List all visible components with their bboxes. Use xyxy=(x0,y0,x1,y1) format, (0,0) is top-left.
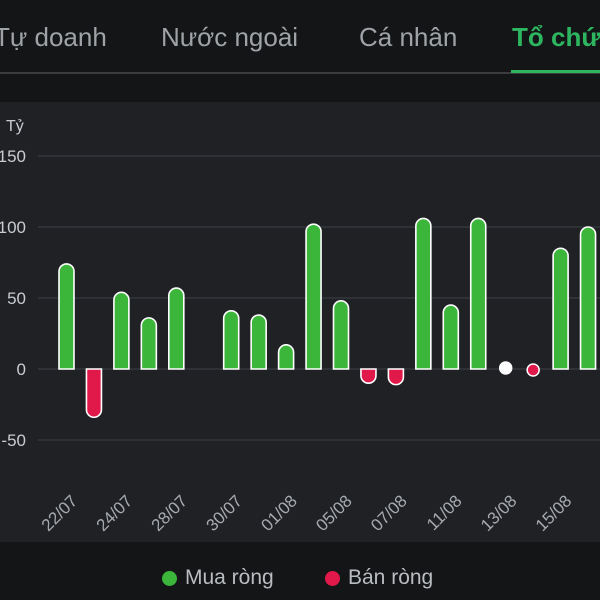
x-tick-label: 30/07 xyxy=(203,491,247,535)
x-tick-label: 07/08 xyxy=(367,491,411,535)
tab-ca-nhan[interactable]: Cá nhân xyxy=(359,22,458,52)
sell-dot-icon xyxy=(325,570,340,586)
buy-bar[interactable] xyxy=(113,291,130,370)
sell-bar[interactable] xyxy=(360,368,377,384)
buy-bar[interactable] xyxy=(332,300,350,370)
legend-label-sell: Bán ròng xyxy=(348,566,434,589)
legend-label-buy: Mua ròng xyxy=(185,566,274,589)
buy-bar[interactable] xyxy=(552,247,569,370)
x-tick-label: 13/08 xyxy=(477,491,521,535)
y-tick-label: -50 xyxy=(1,431,26,450)
x-tick-label: 01/08 xyxy=(257,491,301,535)
tab-bar: Tự doanh Nước ngoài Cá nhân Tổ chức xyxy=(0,0,600,75)
buy-bar[interactable] xyxy=(415,217,432,370)
x-tick-label: 15/08 xyxy=(532,491,576,535)
sell-bar[interactable] xyxy=(526,363,540,377)
chart-legend: Mua ròng Bán ròng xyxy=(0,566,600,596)
y-axis-unit: Tỷ xyxy=(6,118,24,135)
x-tick-label: 22/07 xyxy=(38,491,82,535)
sell-bar[interactable] xyxy=(387,368,405,386)
buy-bar[interactable] xyxy=(498,361,513,375)
y-tick-label: 150 xyxy=(0,147,26,166)
x-tick-label: 28/07 xyxy=(148,491,192,535)
tab-nuoc-ngoai[interactable]: Nước ngoài xyxy=(161,22,299,52)
chart-panel xyxy=(0,102,600,542)
buy-bar[interactable] xyxy=(140,317,158,370)
buy-bar[interactable] xyxy=(222,310,240,370)
y-tick-label: 0 xyxy=(17,360,26,379)
buy-dot-icon xyxy=(162,570,177,586)
tab-tu-doanh[interactable]: Tự doanh xyxy=(0,22,107,52)
sell-bar[interactable] xyxy=(85,368,103,419)
buy-bar[interactable] xyxy=(58,263,75,370)
x-tick-label: 24/07 xyxy=(93,491,137,535)
active-tab-indicator xyxy=(511,70,600,73)
x-tick-label: 11/08 xyxy=(423,491,466,534)
buy-bar[interactable] xyxy=(469,217,487,370)
buy-bar[interactable] xyxy=(277,344,295,370)
buy-bar[interactable] xyxy=(305,223,322,370)
legend-item-sell[interactable]: Bán ròng xyxy=(325,566,433,590)
tabs-divider xyxy=(0,72,600,74)
y-tick-label: 50 xyxy=(7,289,26,308)
tab-to-chuc[interactable]: Tổ chức xyxy=(512,22,600,52)
buy-bar[interactable] xyxy=(442,304,460,370)
legend-item-buy[interactable]: Mua ròng xyxy=(162,566,274,590)
buy-bar[interactable] xyxy=(250,314,267,370)
x-tick-label: 05/08 xyxy=(312,491,356,535)
buy-bar[interactable] xyxy=(579,226,597,370)
y-tick-label: 100 xyxy=(0,218,26,237)
buy-bar[interactable] xyxy=(168,287,185,370)
